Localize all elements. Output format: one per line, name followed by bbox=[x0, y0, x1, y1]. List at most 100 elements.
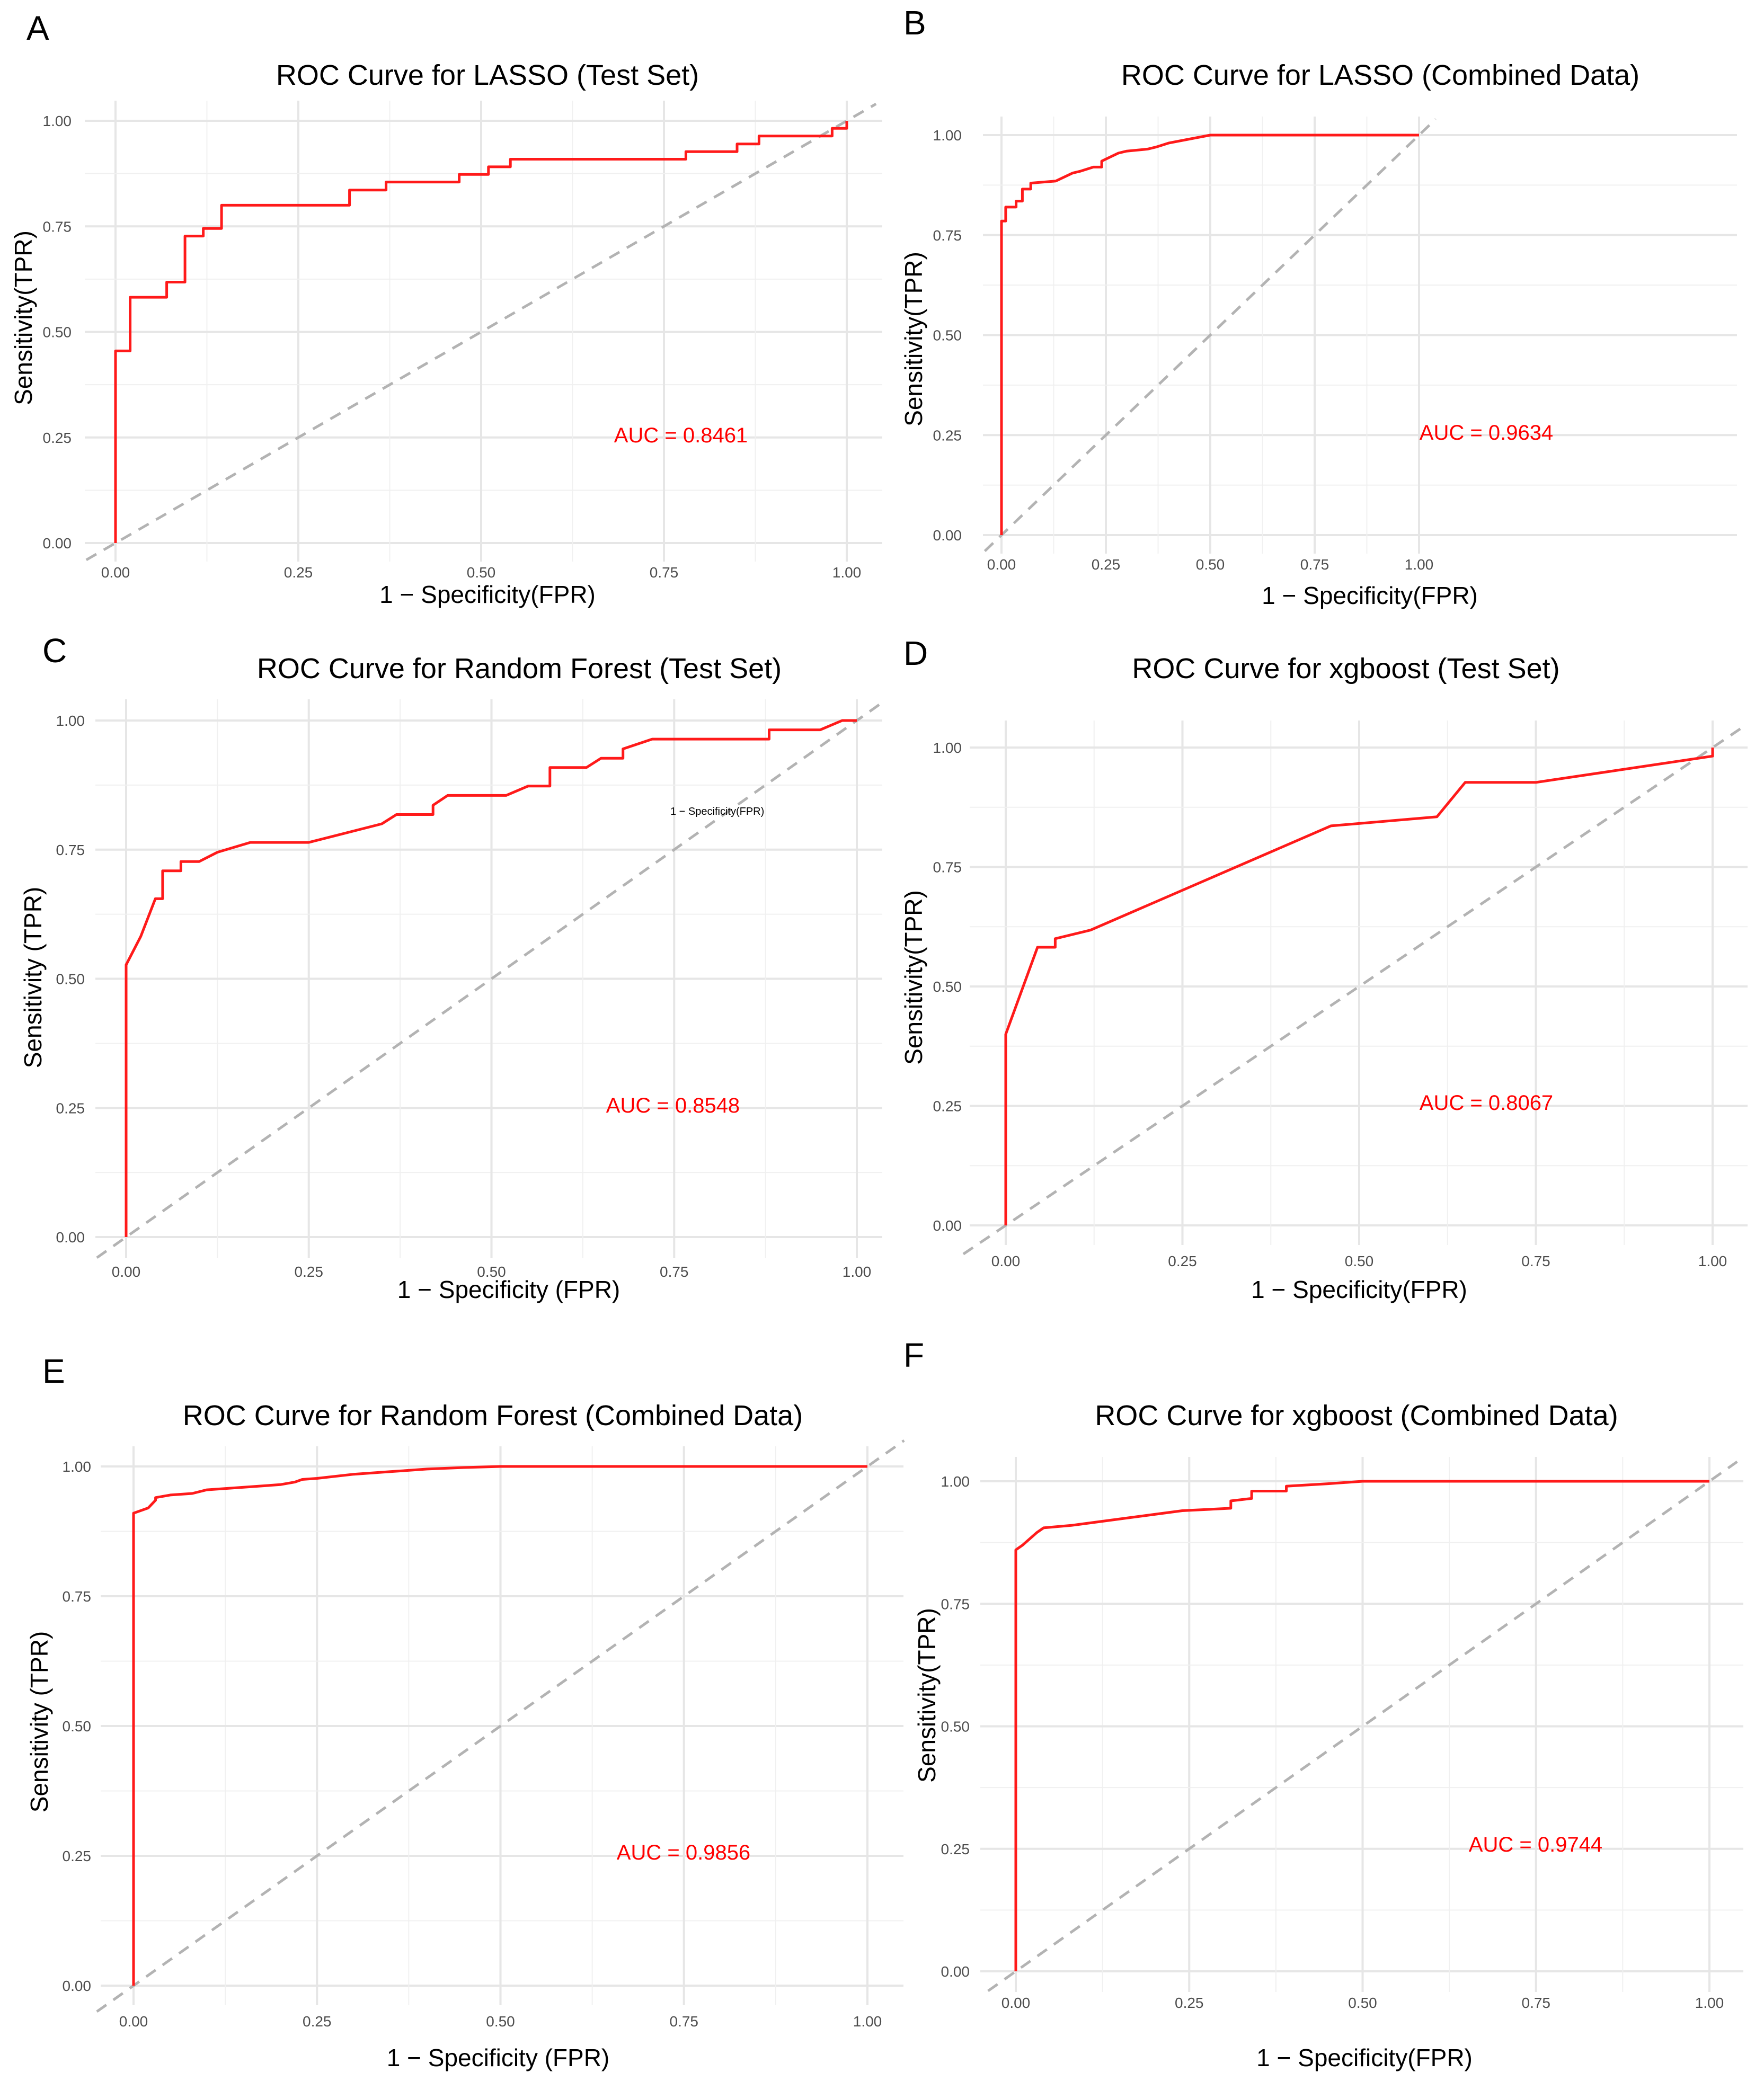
panel-b-x-axis-title: 1 − Specificity(FPR) bbox=[1262, 582, 1478, 609]
panel-letter-e: E bbox=[42, 1352, 65, 1390]
panel-f-x-tick-label: 0.50 bbox=[1348, 1995, 1377, 2011]
panel-a-y-tick-label: 0.50 bbox=[43, 324, 72, 341]
panel-c-y-tick-label: 0.25 bbox=[56, 1100, 85, 1116]
panel-f-y-tick-label: 0.75 bbox=[941, 1596, 970, 1612]
panel-f-roc-curve bbox=[1014, 1480, 1709, 1971]
panel-d-reference-diagonal bbox=[962, 727, 1742, 1256]
panel-d-y-tick-label: 0.00 bbox=[933, 1217, 962, 1234]
panel-letter-d: D bbox=[903, 634, 928, 672]
panel-b-roc-curve bbox=[1000, 134, 1419, 535]
panel-d-x-tick-label: 0.25 bbox=[1168, 1253, 1197, 1269]
panel-a-x-tick-label: 1.00 bbox=[832, 564, 862, 581]
panel-letter-f: F bbox=[903, 1336, 924, 1374]
panel-f-y-tick-label: 0.50 bbox=[941, 1719, 970, 1735]
panel-e-y-tick-label: 0.50 bbox=[63, 1718, 92, 1735]
panel-c-stray-annotation: 1 − Specificity(FPR) bbox=[670, 806, 764, 817]
panel-d-x-tick-label: 0.75 bbox=[1521, 1253, 1550, 1269]
panel-b-auc-label: AUC = 0.9634 bbox=[1420, 421, 1553, 444]
panel-letter-c: C bbox=[42, 632, 67, 670]
panel-e-y-tick-label: 0.75 bbox=[63, 1588, 92, 1605]
panel-c-y-axis-title: Sensitivity (TPR) bbox=[19, 887, 47, 1068]
panel-a-title: ROC Curve for LASSO (Test Set) bbox=[276, 59, 699, 91]
panel-d-y-tick-label: 0.50 bbox=[933, 979, 962, 995]
panel-b-y-tick-label: 1.00 bbox=[933, 127, 962, 144]
panel-c-x-tick-label: 0.50 bbox=[477, 1264, 506, 1280]
panel-c-y-tick-label: 0.50 bbox=[56, 971, 85, 988]
panel-f-ticks: 0.00 0.00 0.25 0.25 0.50 0.50 0.75 0.75 1.00 1.00 bbox=[941, 1473, 1724, 2011]
panel-a-x-axis-title: 1 − Specificity(FPR) bbox=[379, 581, 596, 608]
panel-d-y-tick-label: 0.25 bbox=[933, 1098, 962, 1115]
panel-a-x-tick-label: 0.50 bbox=[467, 564, 496, 581]
panel-b-x-tick-label: 1.00 bbox=[1405, 556, 1434, 573]
panel-a-x-tick-label: 0.00 bbox=[101, 564, 130, 581]
panel-a-x-tick-label: 0.75 bbox=[650, 564, 679, 581]
panel-e-grid bbox=[101, 1446, 903, 2005]
panel-d-roc-curve bbox=[1004, 748, 1714, 1225]
panel-f-y-tick-label: 0.00 bbox=[941, 1963, 970, 1980]
panel-e-x-axis-title: 1 − Specificity (FPR) bbox=[387, 2044, 610, 2071]
panel-d-x-axis-title: 1 − Specificity(FPR) bbox=[1251, 1276, 1467, 1303]
panel-d-x-tick-label: 0.50 bbox=[1345, 1253, 1374, 1269]
panel-a-ticks: 0.00 0.00 0.25 0.25 0.50 0.50 0.75 0.75 1.00 1.00 bbox=[43, 113, 862, 581]
panel-e-x-tick-label: 0.50 bbox=[486, 2013, 515, 2030]
panel-f-grid bbox=[980, 1457, 1743, 1992]
panel-e-x-tick-label: 0.75 bbox=[670, 2013, 699, 2030]
panel-a-y-tick-label: 0.25 bbox=[43, 430, 72, 446]
panel-a-grid bbox=[85, 101, 882, 562]
panel-a: A ROC Curve for LASSO (Test Set) 0.000.0… bbox=[10, 9, 882, 608]
panel-b-y-axis-title: Sensitivity(TPR) bbox=[900, 252, 927, 426]
panel-f-title: ROC Curve for xgboost (Combined Data) bbox=[1095, 1400, 1618, 1431]
panel-d-y-axis-title: Sensitivity(TPR) bbox=[900, 890, 927, 1065]
panel-d-x-tick-label: 0.00 bbox=[991, 1253, 1021, 1269]
panel-c-roc-curve bbox=[125, 719, 857, 1237]
panel-a-y-tick-label: 0.75 bbox=[43, 218, 72, 235]
panel-d-auc-label: AUC = 0.8067 bbox=[1420, 1091, 1553, 1115]
panel-c-x-tick-label: 0.00 bbox=[112, 1264, 141, 1280]
panel-f-x-tick-label: 0.00 bbox=[1001, 1995, 1031, 2011]
panel-letter-b: B bbox=[903, 4, 926, 42]
panel-b-y-tick-label: 0.25 bbox=[933, 427, 962, 443]
panel-c-auc-label: AUC = 0.8548 bbox=[606, 1094, 740, 1117]
panel-b-y-tick-label: 0.75 bbox=[933, 227, 962, 244]
panel-a-auc-label: AUC = 0.8461 bbox=[614, 424, 748, 447]
panel-c-y-tick-label: 0.00 bbox=[56, 1229, 85, 1246]
panel-b-x-tick-label: 0.25 bbox=[1092, 556, 1121, 573]
panel-c-x-tick-label: 0.25 bbox=[295, 1264, 324, 1280]
panel-e-reference-diagonal bbox=[96, 1439, 905, 2013]
panel-e-y-axis-title: Sensitivity (TPR) bbox=[25, 1631, 53, 1812]
panel-c-x-axis-title: 1 − Specificity (FPR) bbox=[397, 1276, 620, 1303]
panel-b-grid bbox=[983, 117, 1737, 554]
panel-a-roc-curve bbox=[114, 121, 848, 543]
panel-letter-a: A bbox=[26, 9, 49, 47]
panel-d-y-tick-label: 0.75 bbox=[933, 859, 962, 876]
panel-b-reference-diagonal bbox=[983, 118, 1437, 553]
panel-d-ticks: 0.00 0.00 0.25 0.25 0.50 0.50 0.75 0.75 1.00 1.00 bbox=[933, 740, 1727, 1269]
panel-e-y-tick-label: 1.00 bbox=[63, 1459, 92, 1475]
panel-e-x-tick-label: 1.00 bbox=[853, 2013, 882, 2030]
panel-c-x-tick-label: 0.75 bbox=[660, 1264, 689, 1280]
panel-f-auc-label: AUC = 0.9744 bbox=[1469, 1833, 1602, 1856]
panel-b-x-tick-label: 0.75 bbox=[1300, 556, 1329, 573]
panel-f-x-tick-label: 0.75 bbox=[1522, 1995, 1551, 2011]
panel-b-x-tick-label: 0.50 bbox=[1196, 556, 1225, 573]
panel-f-y-axis-title: Sensitivity(TPR) bbox=[913, 1608, 941, 1783]
panel-b-x-tick-label: 0.00 bbox=[987, 556, 1016, 573]
panel-b-title: ROC Curve for LASSO (Combined Data) bbox=[1121, 59, 1639, 91]
panel-d-grid bbox=[970, 721, 1748, 1245]
panel-b-ticks: 0.00 0.00 0.25 0.25 0.50 0.50 0.75 0.75 1.00 1.00 bbox=[933, 127, 1434, 573]
panel-e-y-tick-label: 0.00 bbox=[63, 1978, 92, 1994]
panel-f-y-tick-label: 0.25 bbox=[941, 1841, 970, 1857]
panel-d-y-tick-label: 1.00 bbox=[933, 740, 962, 756]
panel-a-y-tick-label: 1.00 bbox=[43, 113, 72, 129]
panel-f-x-axis-title: 1 − Specificity(FPR) bbox=[1256, 2044, 1473, 2071]
panel-f-x-tick-label: 1.00 bbox=[1695, 1995, 1724, 2011]
panel-c-title: ROC Curve for Random Forest (Test Set) bbox=[257, 653, 782, 684]
panel-f: F ROC Curve for xgboost (Combined Data) … bbox=[903, 1336, 1743, 2071]
panel-b-y-tick-label: 0.00 bbox=[933, 527, 962, 544]
panel-c-y-tick-label: 1.00 bbox=[56, 713, 85, 729]
panel-b-y-tick-label: 0.50 bbox=[933, 327, 962, 344]
panel-a-x-tick-label: 0.25 bbox=[284, 564, 313, 581]
panel-b: B ROC Curve for LASSO (Combined Data) 0.… bbox=[900, 4, 1737, 609]
panel-c-ticks: 0.00 0.00 0.25 0.25 0.50 0.50 0.75 0.75 1.00 1.00 bbox=[56, 713, 872, 1280]
panel-a-reference-diagonal bbox=[85, 102, 877, 562]
